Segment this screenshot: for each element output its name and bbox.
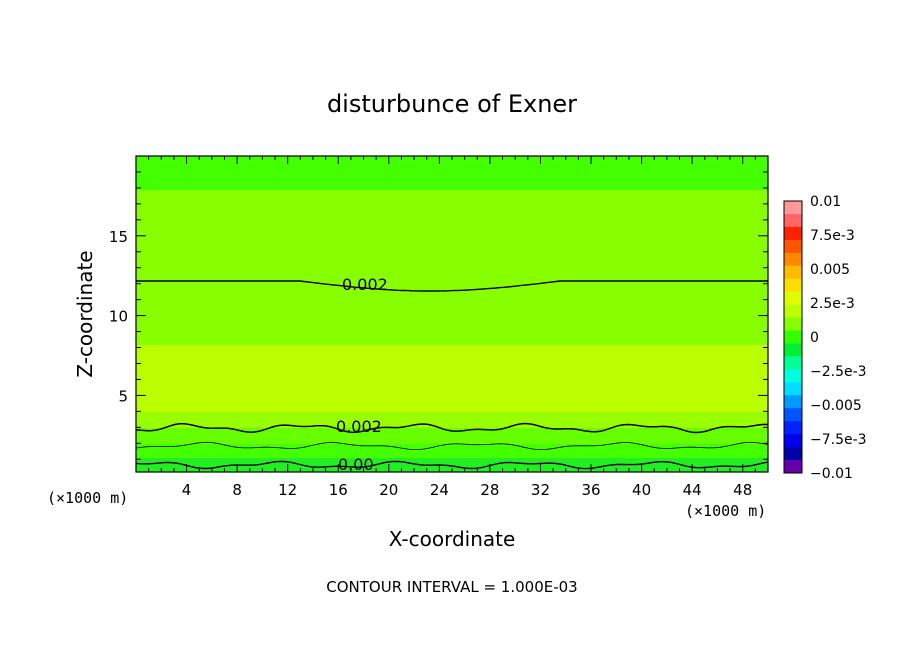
contour-interval-footer: CONTOUR INTERVAL = 1.000E-03 bbox=[326, 578, 577, 596]
colorbar-label: 0 bbox=[810, 330, 819, 346]
colorbar-swatch bbox=[784, 434, 802, 448]
colorbar-swatch bbox=[784, 317, 802, 332]
colorbar-swatch bbox=[784, 213, 802, 228]
colorbar-swatch bbox=[784, 408, 802, 422]
x-tick-label: 16 bbox=[329, 481, 348, 499]
colorbar-swatch bbox=[784, 239, 802, 254]
contour-band bbox=[136, 190, 768, 345]
colorbar-swatch bbox=[784, 395, 802, 409]
colorbar-swatch bbox=[784, 226, 802, 241]
colorbar-swatch bbox=[784, 304, 802, 319]
contour-band bbox=[136, 156, 768, 190]
x-tick-label: 48 bbox=[733, 481, 752, 499]
colorbar-label: 0.005 bbox=[810, 262, 850, 278]
x-tick-label: 4 bbox=[182, 481, 192, 499]
colorbar-label: 2.5e-3 bbox=[810, 296, 855, 312]
colorbar-label: −7.5e-3 bbox=[810, 432, 867, 448]
colorbar-label: −2.5e-3 bbox=[810, 364, 867, 380]
colorbar-swatch bbox=[784, 252, 802, 267]
y-tick-label: 10 bbox=[109, 308, 128, 326]
colorbar-swatch bbox=[784, 356, 802, 370]
contour-label-low: 0.00 bbox=[338, 455, 374, 474]
x-tick-label: 32 bbox=[531, 481, 550, 499]
x-tick-label: 20 bbox=[379, 481, 398, 499]
contour-line bbox=[135, 460, 769, 470]
colorbar-swatch bbox=[784, 421, 802, 435]
contour-field bbox=[136, 156, 768, 472]
colorbar-label: 0.01 bbox=[810, 194, 841, 210]
x-tick-label: 12 bbox=[278, 481, 297, 499]
contour-band bbox=[136, 428, 768, 444]
x-unit-right: (×1000 m) bbox=[685, 502, 766, 520]
colorbar-frame bbox=[783, 200, 803, 474]
x-tick-label: 24 bbox=[430, 481, 449, 499]
x-tick-label: 40 bbox=[632, 481, 651, 499]
colorbar-swatch bbox=[784, 382, 802, 396]
colorbar-swatch bbox=[784, 460, 802, 474]
contour-band bbox=[136, 412, 768, 428]
x-axis-ticks: 4 8 12 16 20 24 28 32 36 40 44 48 bbox=[148, 156, 756, 499]
contour-line bbox=[136, 280, 768, 292]
colorbar-swatch bbox=[784, 447, 802, 461]
colorbar-swatch bbox=[784, 330, 802, 344]
colorbar-swatch bbox=[784, 343, 802, 357]
chart-title: disturbunce of Exner bbox=[327, 90, 577, 118]
contour-band bbox=[136, 458, 768, 472]
x-axis-label: X-coordinate bbox=[389, 527, 516, 551]
contour-label-mid: 0.002 bbox=[336, 417, 382, 436]
colorbar: 0.01 7.5e-3 0.005 2.5e-3 0 −2.5e-3 −0.005 −7.5e… bbox=[783, 194, 867, 482]
x-tick-label: 36 bbox=[581, 481, 600, 499]
y-tick-label: 15 bbox=[109, 228, 128, 246]
contour-line bbox=[135, 422, 769, 434]
colorbar-swatch bbox=[784, 201, 802, 215]
colorbar-label: 7.5e-3 bbox=[810, 228, 855, 244]
colorbar-label: −0.005 bbox=[810, 398, 862, 414]
colorbar-swatch bbox=[784, 291, 802, 306]
y-axis-label: Z-coordinate bbox=[73, 250, 97, 377]
y-tick-label: 5 bbox=[118, 387, 128, 405]
colorbar-swatch bbox=[784, 278, 802, 293]
colorbar-swatch bbox=[784, 265, 802, 280]
x-tick-label: 44 bbox=[683, 481, 702, 499]
x-unit-left: (×1000 m) bbox=[47, 489, 128, 507]
contour-label-upper: 0.002 bbox=[342, 275, 388, 294]
contour-line bbox=[135, 441, 769, 451]
y-axis-ticks: 5 10 15 bbox=[109, 171, 768, 460]
x-tick-label: 8 bbox=[232, 481, 242, 499]
x-tick-label: 28 bbox=[480, 481, 499, 499]
contour-band bbox=[136, 444, 768, 458]
colorbar-label: −0.01 bbox=[810, 466, 853, 482]
contour-lines bbox=[135, 280, 769, 470]
contour-band bbox=[136, 345, 768, 412]
colorbar-swatch bbox=[784, 369, 802, 383]
